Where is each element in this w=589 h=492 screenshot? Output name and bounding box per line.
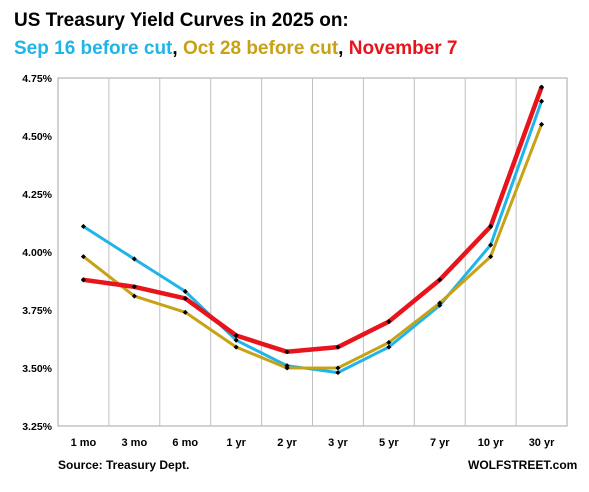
x-tick-label: 30 yr <box>529 437 555 449</box>
data-point <box>182 288 188 294</box>
data-point <box>386 319 392 325</box>
x-tick-label: 3 mo <box>122 437 148 449</box>
data-point <box>386 344 392 350</box>
data-point <box>131 284 137 290</box>
chart-subtitle: Sep 16 before cut, Oct 28 before cut, No… <box>14 38 458 60</box>
y-tick-label: 3.75% <box>22 305 52 317</box>
data-point <box>488 223 494 230</box>
data-point <box>131 293 137 299</box>
x-tick-label: 1 yr <box>226 437 246 449</box>
data-point <box>80 277 86 283</box>
x-tick-label: 3 yr <box>328 437 348 449</box>
data-point <box>335 344 341 350</box>
subtitle-oct28: Oct 28 before cut <box>182 38 339 59</box>
series-line <box>81 85 544 355</box>
brand-label: WOLFSTREET.com <box>468 458 578 472</box>
data-point <box>284 365 290 371</box>
x-tick-label: 5 yr <box>379 437 399 449</box>
data-point <box>131 256 137 262</box>
data-point <box>437 277 443 283</box>
data-point <box>233 337 239 343</box>
data-point <box>386 339 392 346</box>
x-tick-label: 6 mo <box>172 437 198 449</box>
x-tick-label: 7 yr <box>430 437 450 449</box>
data-point <box>335 365 341 371</box>
data-point <box>335 370 341 376</box>
y-tick-label: 3.50% <box>22 363 52 375</box>
chart-title: US Treasury Yield Curves in 2025 on: <box>14 10 349 31</box>
x-tick-label: 1 mo <box>71 437 97 449</box>
data-point <box>233 344 239 350</box>
series-line <box>82 122 543 370</box>
y-tick-label: 3.25% <box>22 421 52 433</box>
y-tick-label: 4.00% <box>22 247 52 259</box>
subtitle-nov7: November 7 <box>348 38 458 59</box>
subtitle-sep-2: , <box>338 38 349 59</box>
y-tick-label: 4.75% <box>22 73 52 85</box>
data-point <box>233 332 239 339</box>
data-point <box>182 295 188 301</box>
y-tick-label: 4.25% <box>22 189 52 201</box>
subtitle-sep-1: , <box>172 38 183 59</box>
x-tick-label: 10 yr <box>478 437 504 449</box>
data-point <box>437 300 443 306</box>
data-point <box>182 309 188 315</box>
subtitle-sep16: Sep 16 before cut <box>14 38 173 59</box>
data-point <box>284 349 290 355</box>
y-tick-label: 4.50% <box>22 131 52 143</box>
x-tick-label: 2 yr <box>277 437 297 449</box>
source-note: Source: Treasury Dept. <box>58 458 190 472</box>
